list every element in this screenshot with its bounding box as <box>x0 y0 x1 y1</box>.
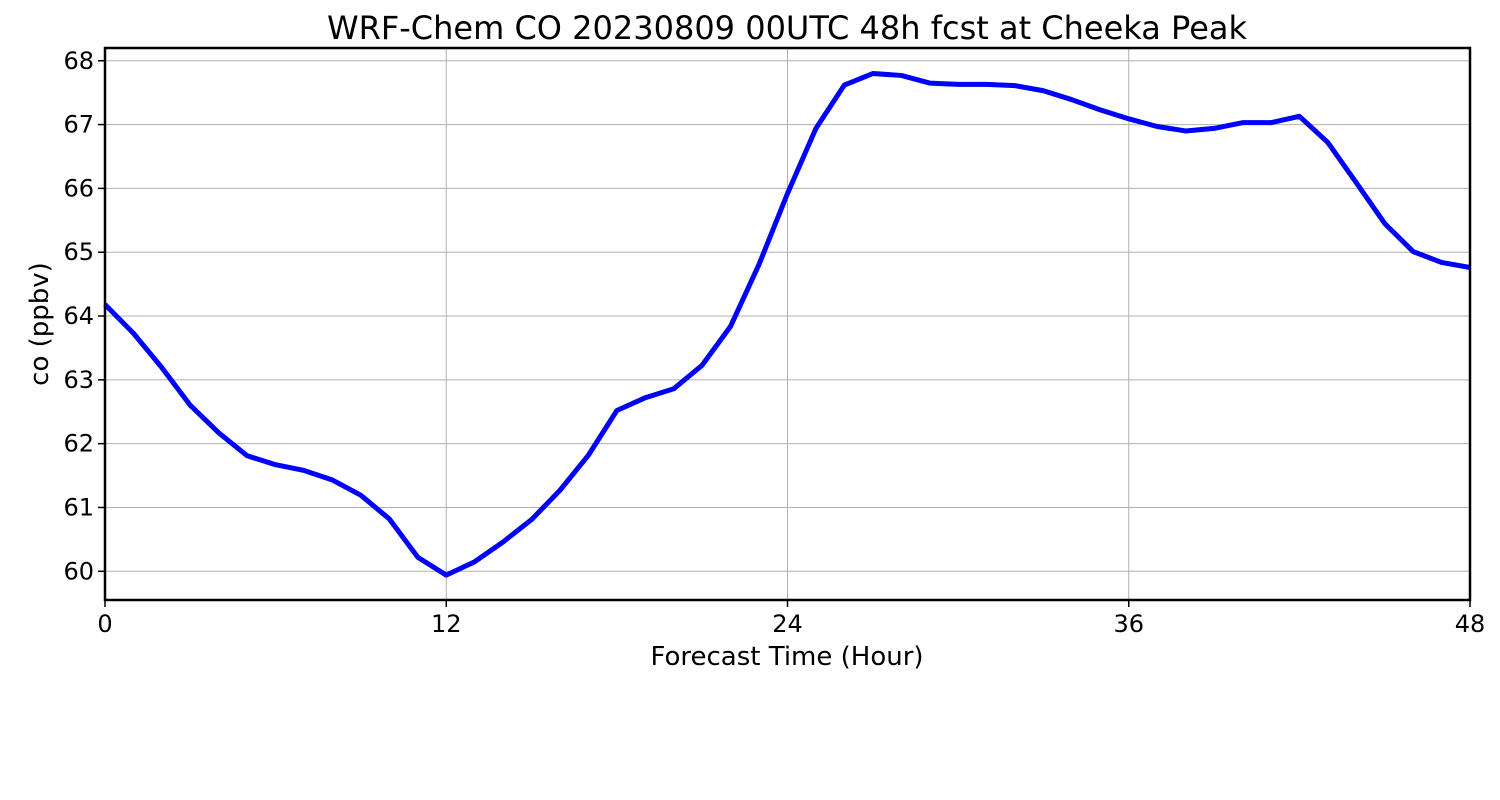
y-tick-label: 60 <box>63 557 94 585</box>
x-tick-label: 48 <box>1455 610 1486 638</box>
y-tick-label: 61 <box>63 493 94 521</box>
co-series-line <box>103 71 1471 578</box>
grid-lines <box>104 48 1471 600</box>
axis-ticks: 0 12 24 36 48 60 61 62 63 64 65 66 67 68 <box>63 47 1485 638</box>
y-axis-title: co (ppbv) <box>25 262 55 386</box>
y-tick-label: 66 <box>63 174 94 202</box>
y-tick-label: 65 <box>63 238 94 266</box>
x-axis-title: Forecast Time (Hour) <box>650 642 923 672</box>
x-tick-label: 36 <box>1113 610 1144 638</box>
y-tick-label: 67 <box>63 111 94 139</box>
x-tick-label: 0 <box>97 610 112 638</box>
y-tick-label: 68 <box>63 47 94 75</box>
y-tick-label: 64 <box>63 302 94 330</box>
x-tick-label: 12 <box>431 610 462 638</box>
y-tick-label: 62 <box>63 430 94 458</box>
chart-title: WRF-Chem CO 20230809 00UTC 48h fcst at C… <box>327 9 1248 47</box>
series-layer <box>103 71 1471 578</box>
y-tick-label: 63 <box>63 366 94 394</box>
x-tick-label: 24 <box>772 610 803 638</box>
